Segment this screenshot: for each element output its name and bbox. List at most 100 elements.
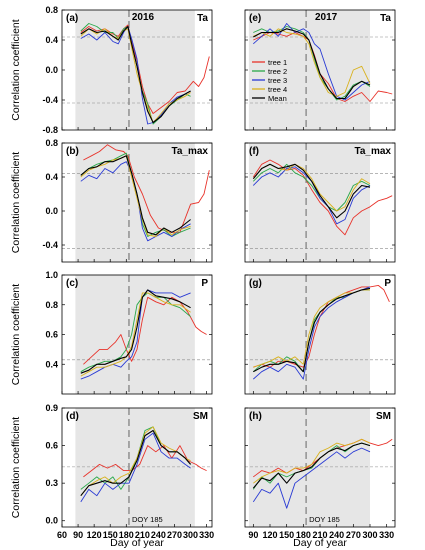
y-tick-label: 0.6 xyxy=(45,330,58,340)
y-tick-label: -0.4 xyxy=(42,240,58,250)
panel-g: (g) P xyxy=(244,274,396,395)
y-tick-label: 0.8 xyxy=(45,5,58,15)
x-tick-label: 270 xyxy=(346,530,361,540)
series-line-tree-1 xyxy=(252,159,393,236)
series-line-tree-2 xyxy=(252,163,371,212)
y-tick-label: 0.9 xyxy=(45,403,58,413)
x-tick-label: 240 xyxy=(151,530,166,540)
x-tick-label: 90 xyxy=(248,530,258,540)
panel-label: (g) xyxy=(249,278,262,289)
panel-label: (d) xyxy=(66,411,79,422)
panel-variable: SM xyxy=(376,411,391,422)
y-axis-title: Correlation coefficient xyxy=(10,19,22,120)
panel-label: (b) xyxy=(66,146,79,157)
x-tick-label: 150 xyxy=(103,530,118,540)
x-tick-label: 300 xyxy=(362,530,377,540)
panel-variable: P xyxy=(384,278,391,289)
series-line-mean xyxy=(252,163,371,219)
panel-h: 90 120 150 180 210 240 270 300 330 (h) SM DOY 185 xyxy=(244,407,396,540)
y-tick-label: -0.4 xyxy=(42,95,58,105)
x-axis-title: Day of year xyxy=(293,537,347,549)
y-tick-label: 0.4 xyxy=(45,35,58,45)
series-line-tree-3 xyxy=(80,26,191,125)
y-tick-label: 0.0 xyxy=(45,65,58,75)
y-tick-label: 0.8 xyxy=(45,300,58,310)
panel-a: -0.8 -0.4 0.0 0.4 0.8 (a) Ta 2016 Correlation co… xyxy=(10,5,213,135)
doy-label: DOY 185 xyxy=(309,515,340,524)
legend-label: tree 2 xyxy=(268,67,287,76)
y-tick-label: 1.0 xyxy=(45,270,58,280)
legend-label: Mean xyxy=(268,94,287,103)
shaded-region xyxy=(75,143,195,262)
series-line-mean xyxy=(253,287,371,373)
year-label: 2017 xyxy=(315,12,338,23)
series-line-tree-4 xyxy=(253,438,371,484)
panel-label: (h) xyxy=(249,411,262,422)
series-line-tree-1 xyxy=(83,144,210,233)
panel-f: (f) Ta_max xyxy=(244,142,396,263)
series-line-mean xyxy=(80,289,191,374)
legend-label: tree 1 xyxy=(268,58,287,67)
series-line-tree-4 xyxy=(80,155,191,237)
x-tick-label: 120 xyxy=(262,530,277,540)
panel-c: 0.4 0.6 0.8 1.0 (c) P Correlation coefficient xyxy=(10,270,213,395)
series-line-mean xyxy=(80,155,191,236)
x-tick-label: 210 xyxy=(312,530,327,540)
y-tick-label: 0.8 xyxy=(45,138,58,148)
panel-variable: P xyxy=(201,278,208,289)
x-tick-label: 60 xyxy=(57,530,67,540)
plot-frame xyxy=(61,407,213,528)
x-tick-label: 90 xyxy=(73,530,83,540)
panel-variable: Ta xyxy=(197,13,208,24)
series-line-tree-1 xyxy=(83,445,207,478)
panel-b: -0.4 0.0 0.4 0.8 (b) Ta_max Correlation coeffi… xyxy=(10,138,213,263)
series-line-tree-3 xyxy=(80,289,191,380)
series-line-mean xyxy=(80,429,192,497)
plot-frame xyxy=(61,142,213,263)
x-tick-label: 330 xyxy=(199,530,214,540)
y-axis-title: Correlation coefficient xyxy=(10,152,22,253)
series-line-tree-4 xyxy=(80,28,191,123)
y-tick-label: 0.4 xyxy=(45,172,58,182)
x-tick-label: 270 xyxy=(167,530,182,540)
y-axis-title: Correlation coefficient xyxy=(10,284,22,385)
y-tick-label: -0.8 xyxy=(42,125,58,135)
x-axis-title: Day of year xyxy=(110,537,164,549)
panel-variable: SM xyxy=(193,411,208,422)
panel-label: (e) xyxy=(249,13,261,24)
shaded-region xyxy=(248,143,370,262)
legend-label: tree 4 xyxy=(268,85,287,94)
x-tick-label: 150 xyxy=(279,530,294,540)
series-line-tree-3 xyxy=(80,432,191,503)
series-line-tree-1 xyxy=(80,24,210,114)
x-tick-label: 240 xyxy=(329,530,344,540)
shaded-region xyxy=(75,10,195,130)
series-line-tree-4 xyxy=(80,426,191,496)
series-line-mean xyxy=(252,442,371,489)
series-line-tree-3 xyxy=(252,447,371,509)
panel-variable: Ta_max xyxy=(171,146,208,157)
doy-label: DOY 185 xyxy=(132,515,163,524)
x-tick-label: 300 xyxy=(183,530,198,540)
series-line-mean xyxy=(253,28,371,100)
year-label: 2016 xyxy=(132,12,155,23)
x-tick-label: 330 xyxy=(379,530,394,540)
y-tick-label: 0.0 xyxy=(45,206,58,216)
legend-label: tree 3 xyxy=(268,76,287,85)
x-tick-label: 180 xyxy=(296,530,311,540)
y-axis-title: Correlation coefficient xyxy=(10,417,22,518)
panel-d: 0.0 0.3 0.6 0.9 60 90 120 150 180 210 240 270 300 330… xyxy=(10,403,214,540)
x-tick-label: 180 xyxy=(119,530,134,540)
series-line-tree-2 xyxy=(80,292,191,373)
series-line-tree-3 xyxy=(253,286,371,380)
y-tick-label: 0.0 xyxy=(45,516,58,526)
panel-label: (c) xyxy=(66,278,78,289)
x-tick-label: 210 xyxy=(135,530,150,540)
series-line-tree-4 xyxy=(80,292,191,377)
panel-label: (f) xyxy=(249,146,259,157)
series-line-tree-1 xyxy=(83,296,207,365)
x-tick-label: 120 xyxy=(87,530,102,540)
y-tick-label: 0.6 xyxy=(45,441,58,451)
series-line-tree-4 xyxy=(253,289,370,368)
